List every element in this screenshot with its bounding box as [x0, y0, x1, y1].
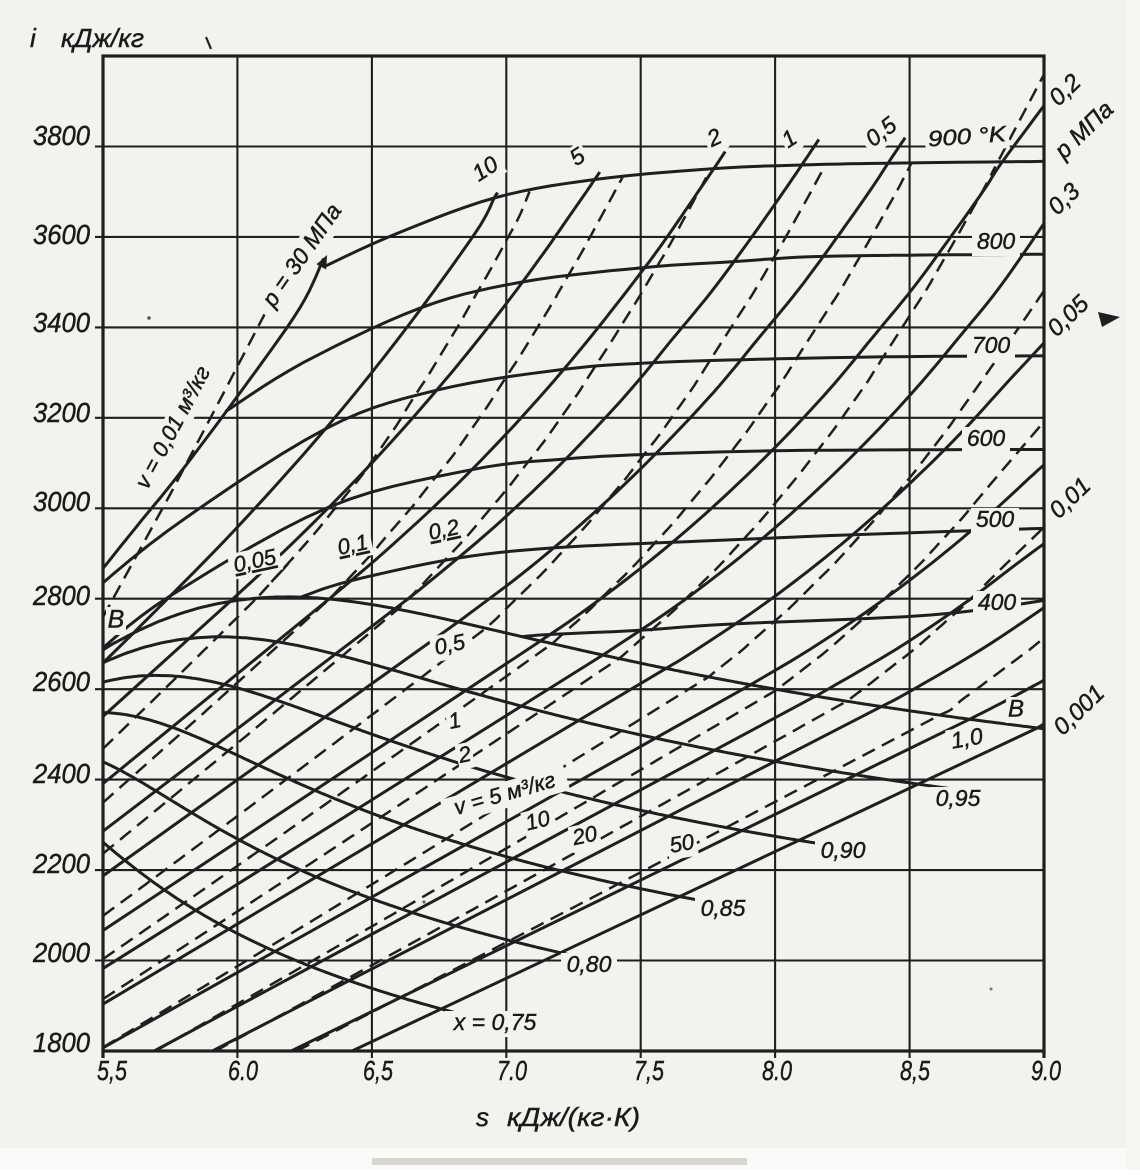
svg-text:10: 10 — [523, 805, 554, 835]
svg-text:B: B — [1008, 695, 1024, 722]
svg-text:0,80: 0,80 — [567, 951, 612, 977]
svg-text:6,5: 6,5 — [363, 1055, 393, 1086]
svg-text:700: 700 — [972, 332, 1011, 358]
svg-text:3200: 3200 — [33, 397, 90, 428]
svg-text:0,95: 0,95 — [936, 785, 981, 811]
svg-text:600: 600 — [967, 425, 1006, 451]
svg-text:2200: 2200 — [32, 848, 90, 879]
svg-text:8,5: 8,5 — [900, 1055, 930, 1086]
svg-text:s: s — [476, 1102, 489, 1132]
svg-text:2800: 2800 — [32, 580, 90, 611]
svg-text:3000: 3000 — [33, 486, 90, 517]
svg-text:2400: 2400 — [32, 758, 90, 789]
svg-text:2000: 2000 — [32, 937, 90, 968]
svg-text:800: 800 — [977, 228, 1016, 254]
svg-text:0,90: 0,90 — [821, 837, 866, 863]
svg-text:1,0: 1,0 — [949, 722, 985, 753]
svg-text:8.0: 8.0 — [762, 1055, 792, 1086]
svg-text:900 °K: 900 °K — [927, 121, 1008, 151]
svg-text:кДж/(кг·К): кДж/(кг·К) — [507, 1102, 640, 1132]
svg-text:7,5: 7,5 — [634, 1055, 664, 1086]
svg-text:0,85: 0,85 — [701, 895, 746, 921]
svg-text:3400: 3400 — [33, 307, 90, 338]
svg-text:2600: 2600 — [32, 666, 90, 697]
svg-text:i: i — [30, 23, 37, 53]
svg-text:5,5: 5,5 — [97, 1055, 127, 1086]
svg-text:9.0: 9.0 — [1031, 1055, 1061, 1086]
svg-text:6.0: 6.0 — [228, 1055, 258, 1086]
svg-text:20: 20 — [569, 820, 600, 850]
svg-text:400: 400 — [978, 589, 1017, 615]
svg-text:x = 0,75: x = 0,75 — [453, 1009, 537, 1035]
svg-text:B: B — [108, 606, 125, 634]
svg-text:3600: 3600 — [33, 219, 90, 250]
svg-text:500: 500 — [976, 506, 1015, 532]
svg-text:50: 50 — [667, 829, 696, 858]
svg-text:0,1: 0,1 — [335, 529, 370, 560]
svg-text:кДж/кг: кДж/кг — [61, 23, 144, 53]
svg-text:2: 2 — [455, 741, 473, 768]
svg-text:1: 1 — [446, 707, 463, 734]
svg-text:1800: 1800 — [33, 1027, 90, 1058]
svg-text:3800: 3800 — [33, 120, 90, 151]
svg-text:7.0: 7.0 — [497, 1055, 527, 1086]
